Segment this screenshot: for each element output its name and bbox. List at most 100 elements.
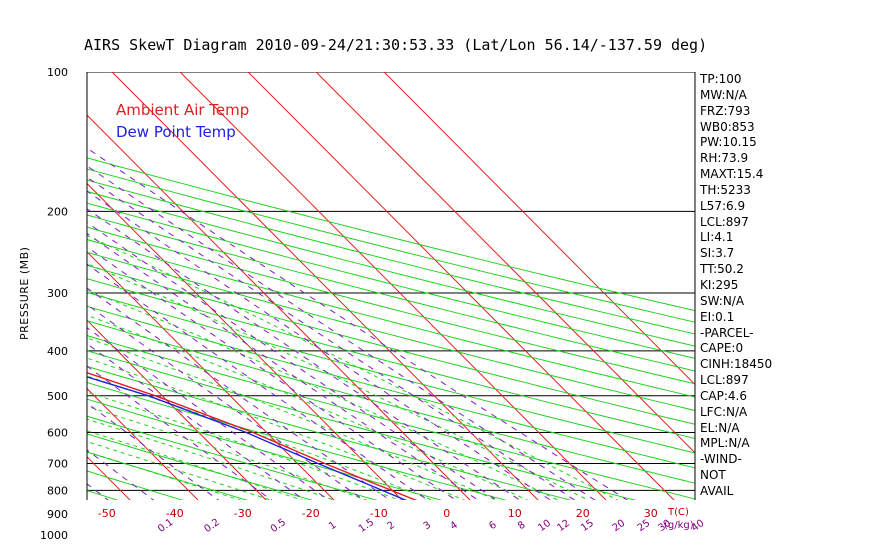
isotherm-line <box>87 114 471 500</box>
moist-adiabat-line <box>87 314 529 500</box>
mixing-ratio-label: 8 <box>516 520 528 533</box>
dry-adiabat-line <box>87 202 695 359</box>
y-axis-label: PRESSURE (MB) <box>18 246 31 340</box>
dry-adiabat-line <box>87 190 695 347</box>
moist-adiabat-line <box>87 262 589 500</box>
mixing-ratio-label: 2 <box>385 520 397 533</box>
index-entry: EL:N/A <box>700 420 740 435</box>
bottom-temperature-tick-label: -10 <box>370 507 388 520</box>
dry-adiabat-line <box>87 214 695 372</box>
index-entry: LI:4.1 <box>700 230 734 245</box>
index-entry: L57:6.9 <box>700 198 746 213</box>
dry-adiabat-line <box>87 278 695 440</box>
mixing-ratio-line <box>87 327 330 500</box>
index-entry: CAP:4.6 <box>700 388 747 403</box>
isotherm-line <box>87 182 403 500</box>
dry-adiabat-line <box>87 226 695 385</box>
index-entry: SI:3.7 <box>700 246 735 261</box>
mixing-ratio-line <box>87 343 306 500</box>
dry-adiabat-line <box>87 291 695 454</box>
dry-adiabat-line <box>87 415 378 500</box>
mixing-ratio-line <box>87 449 155 500</box>
index-entry: MPL:N/A <box>700 436 750 451</box>
moist-adiabat-line <box>87 405 368 500</box>
mixing-ratio-label: 1 <box>327 520 339 533</box>
bottom-temperature-tick-label: -40 <box>166 507 184 520</box>
mixing-ratio-line <box>87 402 220 500</box>
chart-series <box>87 371 418 500</box>
dew-point-temp-line <box>87 376 408 500</box>
mixing-ratio-line <box>87 263 429 500</box>
mixing-ratio-line <box>87 208 521 500</box>
index-entry: WB0:853 <box>700 119 755 134</box>
index-entry: NOT <box>700 468 726 483</box>
index-entry: PW:10.15 <box>700 135 757 150</box>
dry-adiabat-line <box>87 398 443 500</box>
index-entry: SW:N/A <box>700 293 745 308</box>
bottom-temperature-tick-label: 10 <box>508 507 522 520</box>
bottom-temperature-tick-label: -30 <box>234 507 252 520</box>
isotherm-line <box>87 387 199 500</box>
bottom-temperature-tick-label: 20 <box>576 507 590 520</box>
mixing-ratio-label: 3 <box>422 520 434 533</box>
pressure-tick-label: 700 <box>47 457 68 470</box>
mixing-ratio-line <box>87 165 596 500</box>
chart-title: AIRS SkewT Diagram 2010-09-24/21:30:53.3… <box>84 36 708 54</box>
moist-adiabat-line <box>87 418 336 500</box>
index-entry: MW:N/A <box>700 87 747 102</box>
legend-dew-point-temp: Dew Point Temp <box>116 123 236 141</box>
mixing-ratio-line <box>87 221 498 500</box>
dry-adiabat-line <box>87 157 695 312</box>
bottom-temperature-tick-label: -50 <box>98 507 116 520</box>
index-entry: LFC:N/A <box>700 404 748 419</box>
isotherm-line <box>87 319 267 500</box>
chart-grid <box>87 72 695 500</box>
pressure-tick-label: 800 <box>47 484 68 497</box>
dry-adiabat-line <box>87 264 695 425</box>
isotherm-line <box>87 251 335 500</box>
temperature-unit-label: T(C) <box>668 507 689 518</box>
mixing-ratio-line <box>87 365 273 500</box>
mixing-ratio-label: 12 <box>555 518 572 534</box>
dry-adiabat-line <box>87 335 695 500</box>
index-entry: CINH:18450 <box>700 357 773 372</box>
legend-ambient-air-temp: Ambient Air Temp <box>116 101 250 119</box>
isotherm-line <box>111 72 539 500</box>
mixing-ratio-label: 20 <box>611 518 628 534</box>
dry-adiabat-line <box>87 168 695 323</box>
mixing-ratio-line <box>87 232 479 500</box>
mixing-ratio-line <box>87 304 365 500</box>
isotherm-line <box>247 72 675 500</box>
bottom-temperature-tick-label: -20 <box>302 507 320 520</box>
isotherm-line <box>179 72 607 500</box>
index-entry: CAPE:0 <box>700 341 744 356</box>
index-entry: -PARCEL- <box>700 325 754 340</box>
dry-adiabat-line <box>87 365 572 500</box>
moist-adiabat-line <box>87 289 559 500</box>
dry-adiabat-line <box>87 350 637 500</box>
pressure-tick-label: 600 <box>47 426 68 439</box>
index-entry: EI:0.1 <box>700 309 735 324</box>
mixing-ratio-label: 4 <box>448 520 460 533</box>
mixing-ratio-label: 0.5 <box>269 517 288 535</box>
ambient-air-temp-line <box>87 371 418 500</box>
index-entry: AVAIL <box>700 483 734 498</box>
index-entry: FRZ:793 <box>700 103 751 118</box>
index-entry: TP:100 <box>700 72 742 86</box>
chart-axes: 1002003004005006007008009001000-120-110-… <box>40 66 706 542</box>
index-entry: -WIND- <box>700 452 742 467</box>
index-entry: MAXT:15.4 <box>700 167 764 182</box>
mixing-ratio-label: 25 <box>636 518 653 534</box>
isotherm-line <box>87 456 131 500</box>
dry-adiabat-line <box>87 251 695 412</box>
moist-adiabat-line <box>87 357 466 500</box>
isotherm-line <box>315 72 695 454</box>
pressure-tick-label: 400 <box>47 345 68 358</box>
bottom-temperature-tick-label: 30 <box>644 507 658 520</box>
index-entry: TH:5233 <box>700 182 751 197</box>
mixing-ratio-line <box>87 246 457 500</box>
pressure-tick-label: 100 <box>47 66 68 79</box>
index-entry: KI:295 <box>700 277 739 292</box>
pressure-tick-label: 500 <box>47 390 68 403</box>
